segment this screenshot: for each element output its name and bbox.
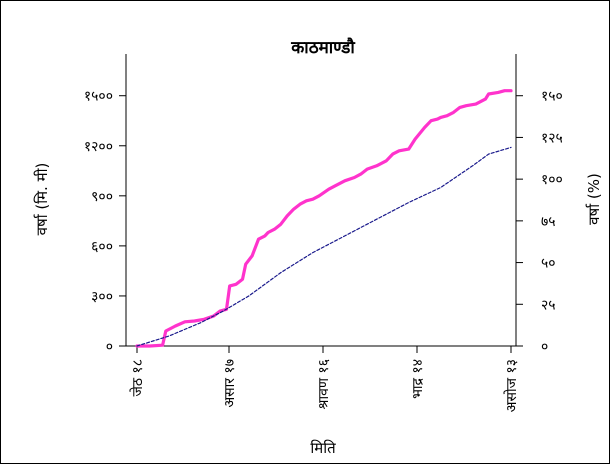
y-axis-left-label: वर्षा (मि. मी) (33, 163, 51, 236)
chart-title: काठमाण्डौ (290, 37, 355, 58)
right-tick-label: १५० (541, 89, 563, 105)
series-line-normal (136, 146, 512, 347)
x-tick-label: भाद्र १४ (410, 359, 426, 399)
series-layer (135, 89, 513, 348)
x-tick-label: श्रावण १६ (316, 359, 332, 409)
series-line-observed (135, 89, 513, 348)
right-tick-label: ० (541, 339, 548, 355)
right-tick-label: ५० (541, 256, 556, 272)
right-tick-label: १२५ (541, 130, 563, 146)
right-axis-ticks: ० २५ ५० ७५ १०० १२५ १५० (516, 89, 563, 355)
y-axis-right-label: वर्षा (%) (585, 173, 603, 225)
right-tick-label: ७५ (541, 214, 556, 230)
x-tick-label: जेठ १८ (129, 359, 146, 397)
x-tick-label: असार १७ (222, 359, 238, 408)
left-tick-label: ० (106, 339, 113, 355)
left-tick-label: १२०० (84, 139, 113, 155)
left-tick-label: ३०० (91, 289, 113, 305)
left-tick-label: १५०० (84, 89, 113, 105)
x-tick-label: असोज १३ (503, 359, 520, 412)
x-axis-label: मिति (310, 439, 336, 457)
x-axis-ticks: जेठ १८ असार १७ श्रावण १६ भाद्र १४ असोज १३ (129, 346, 520, 412)
left-tick-label: ६०० (91, 239, 113, 255)
left-axis-ticks: ० ३०० ६०० ९०० १२०० १५०० (84, 89, 126, 355)
left-tick-label: ९०० (91, 189, 113, 205)
right-tick-label: १०० (541, 172, 563, 188)
right-tick-label: २५ (541, 297, 556, 313)
